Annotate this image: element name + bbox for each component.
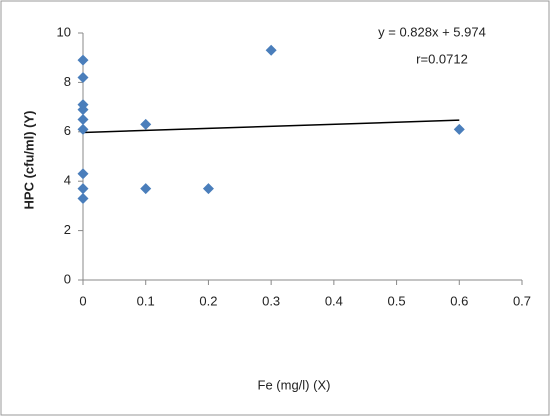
trendline [82, 119, 460, 134]
point [77, 54, 89, 66]
y-tick-label: 8 [64, 74, 71, 89]
y-tick-label: 10 [57, 24, 71, 39]
point [77, 192, 89, 204]
point [453, 123, 465, 135]
r-value: r=0.0712 [416, 51, 468, 66]
point [77, 104, 89, 116]
x-tick-label: 0.6 [450, 293, 468, 308]
y-tick-label: 0 [64, 271, 71, 286]
point [77, 123, 89, 135]
point [77, 71, 89, 83]
y-tick-label: 6 [64, 123, 71, 138]
x-tick-label: 0.4 [325, 293, 343, 308]
point [77, 113, 89, 125]
x-tick-label: 0.7 [513, 293, 531, 308]
point [77, 183, 89, 195]
x-tick-label: 0 [79, 293, 86, 308]
equation: y = 0.828x + 5.974 [378, 24, 486, 39]
point [140, 183, 152, 195]
x-tick-label: 0.1 [137, 293, 155, 308]
x-tick-label: 0.2 [199, 293, 217, 308]
point [140, 118, 152, 130]
y-axis-title: HPC (cfu/ml) (Y) [21, 111, 36, 210]
x-tick-label: 0.3 [262, 293, 280, 308]
y-tick-label: 2 [64, 222, 71, 237]
y-tick-label: 4 [64, 173, 71, 188]
x-axis-title: Fe (mg/l) (X) [258, 377, 331, 392]
point [77, 168, 89, 180]
x-tick-label: 0.5 [388, 293, 406, 308]
point [202, 183, 214, 195]
point [265, 44, 277, 56]
